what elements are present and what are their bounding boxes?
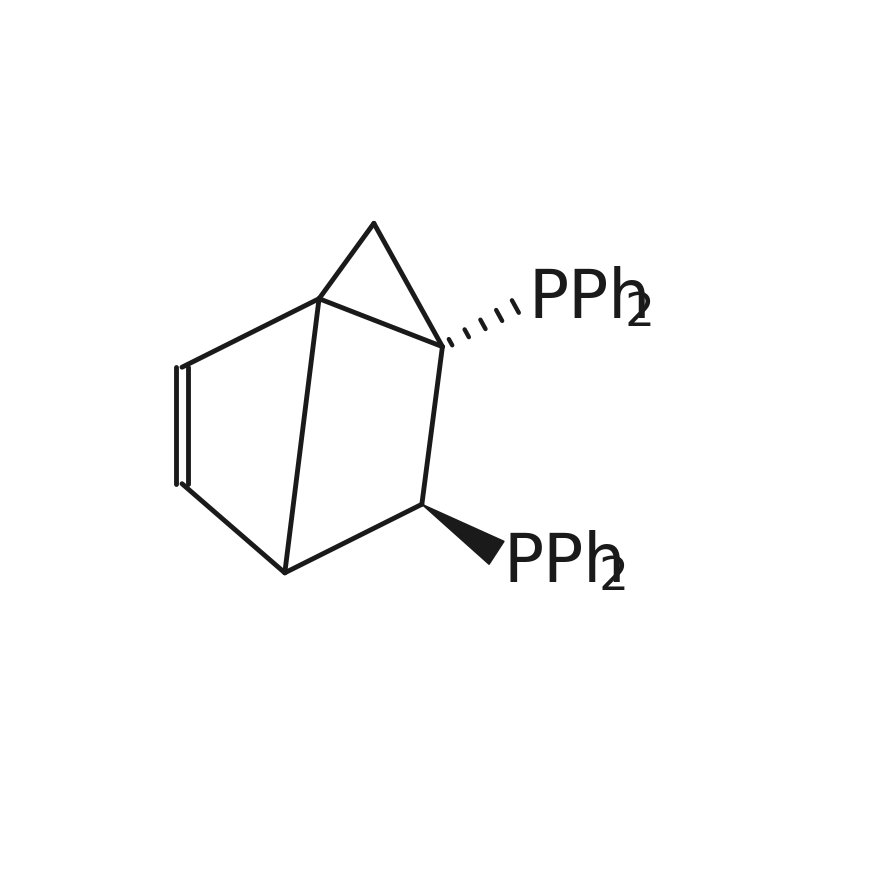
Text: 2: 2	[599, 555, 629, 600]
Polygon shape	[422, 505, 504, 564]
Text: PPh: PPh	[529, 265, 651, 332]
Text: 2: 2	[625, 290, 654, 336]
Text: PPh: PPh	[504, 530, 626, 596]
